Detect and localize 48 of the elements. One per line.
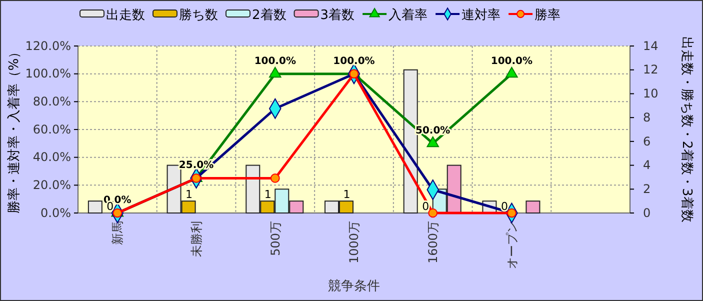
legend-label: 連対率 [462,7,501,23]
data-label: 100.0% [254,56,296,67]
point [270,174,280,183]
x-tick-label: 新馬 [110,221,125,245]
data-label: 100.0% [333,56,375,67]
point [506,66,518,78]
bar [88,200,102,214]
point [428,208,438,218]
data-label: 1 [343,188,350,202]
y2-tick-label: 2 [643,182,651,196]
legend-label: 2着数 [252,7,286,23]
y2-tick-label: 8 [643,110,651,124]
point [426,136,439,148]
legend-label: 出走数 [106,8,145,23]
y-tick-label: 100.0% [25,66,71,81]
bar [403,69,418,214]
y2-tick-label: 4 [643,158,651,172]
y2-tick-label: 10 [643,86,658,101]
y-tick-label: 20.0% [32,178,71,192]
y2-tick-label: 12 [643,62,658,77]
data-label: 0 [500,200,508,213]
data-label: 0 [422,200,430,213]
y2-tick-label: 0 [643,206,651,220]
x-tick-label: 500万 [268,221,282,256]
legend-label: 入着率 [388,7,428,23]
x-tick-label: オープン [504,221,519,269]
point [269,66,282,78]
y2-axis-title: 出走数・勝ち数・2着数・3着数 [679,36,695,222]
data-label: 1 [264,188,272,202]
y-tick-label: 60.0% [32,122,71,136]
data-label: 100.0% [490,56,533,67]
legend-label: 勝ち数 [179,8,218,23]
x-axis-title: 競争条件 [328,279,380,294]
bar [526,200,540,214]
data-label: 0 [106,200,114,213]
y2-tick-label: 6 [643,134,651,148]
y-tick-label: 120.0% [25,38,71,53]
x-tick-label: 未勝利 [189,221,204,257]
x-tick-label: 1600万 [426,221,440,264]
y-axis-title: 勝率・連対率・入着率（%） [6,45,22,214]
legend-label: 3着数 [320,7,355,23]
y-tick-label: 80.0% [32,94,71,109]
y2-tick-label: 14 [643,38,658,53]
x-tick-label: 1000万 [347,221,362,264]
legend-label: 勝率 [534,7,561,23]
y-tick-label: 40.0% [32,150,71,164]
data-label: 1 [186,188,193,202]
y-tick-label: 0.0% [40,206,71,220]
